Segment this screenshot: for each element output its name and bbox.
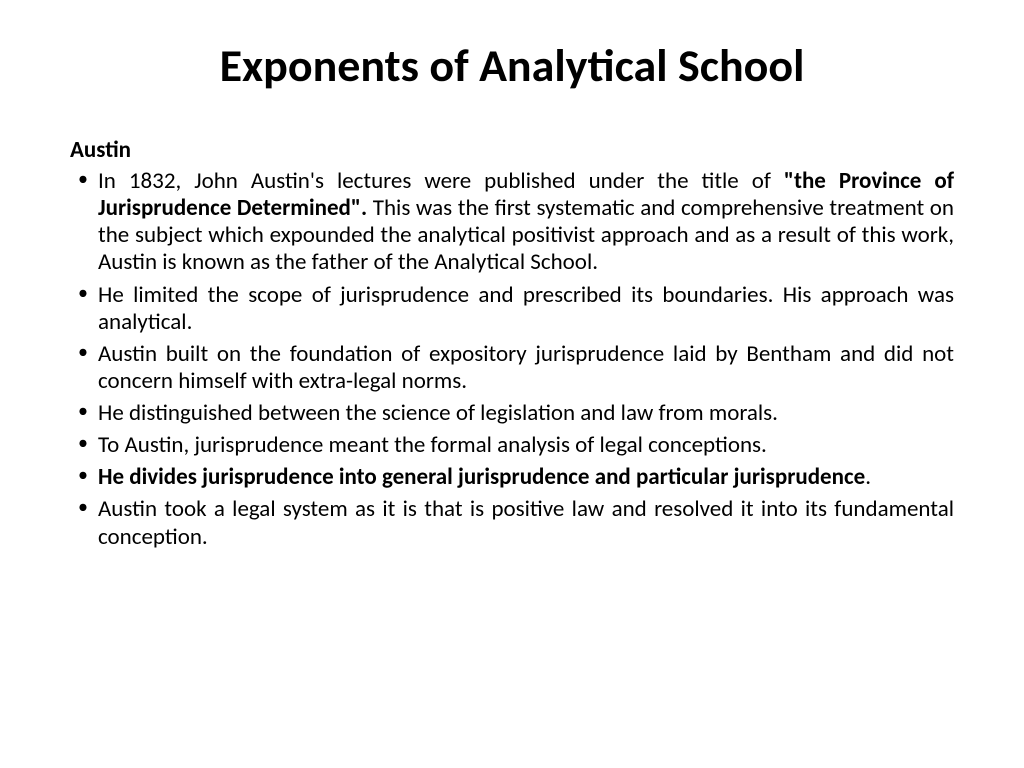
bullet-text: He distinguished between the science of … (98, 399, 778, 427)
bullet-item-3: Austin built on the foundation of exposi… (70, 341, 954, 395)
subheading-austin: Austin (70, 136, 954, 164)
slide-title: Exponents of Analytical School (70, 38, 954, 94)
bullet-text: In 1832, John Austin's lectures were pub… (98, 167, 784, 195)
bullet-bold: He divides jurisprudence into general ju… (98, 463, 865, 491)
bullet-item-5: To Austin, jurisprudence meant the forma… (70, 432, 954, 459)
bullet-text: . (865, 463, 871, 491)
bullet-text: Austin took a legal system as it is that… (98, 495, 954, 550)
bullet-list: In 1832, John Austin's lectures were pub… (70, 168, 954, 551)
bullet-text: To Austin, jurisprudence meant the forma… (98, 431, 767, 459)
bullet-item-2: He limited the scope of jurisprudence an… (70, 282, 954, 336)
bullet-text: Austin built on the foundation of exposi… (98, 340, 954, 395)
bullet-item-4: He distinguished between the science of … (70, 400, 954, 427)
bullet-item-1: In 1832, John Austin's lectures were pub… (70, 168, 954, 277)
bullet-item-7: Austin took a legal system as it is that… (70, 496, 954, 550)
bullet-item-6: He divides jurisprudence into general ju… (70, 464, 954, 491)
bullet-text: He limited the scope of jurisprudence an… (98, 281, 954, 336)
